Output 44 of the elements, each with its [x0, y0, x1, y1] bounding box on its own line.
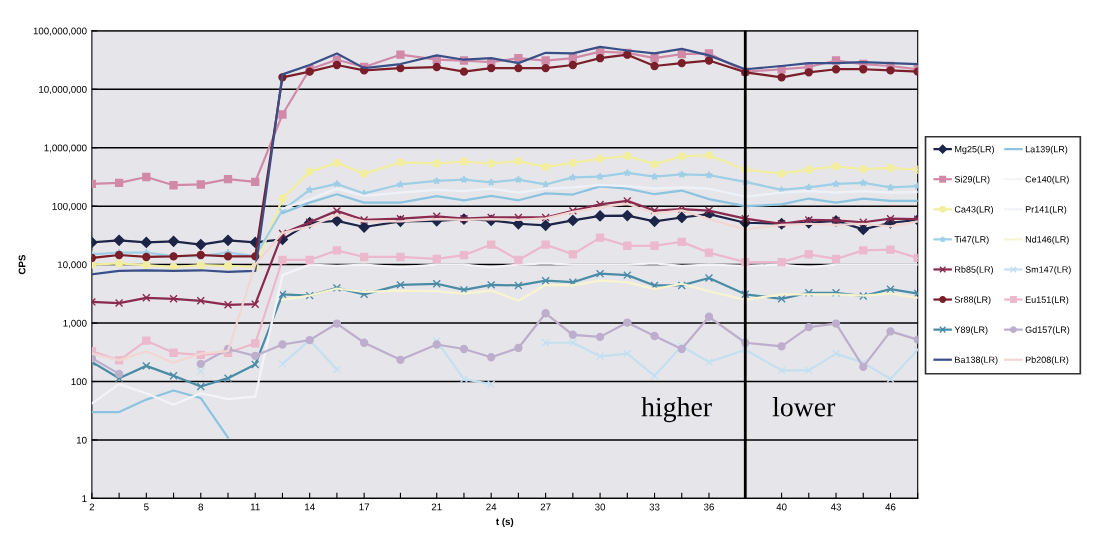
y-tick-label: 100 [71, 378, 87, 386]
x-tick-label: 17 [359, 503, 370, 511]
legend-label: Mg25(LR) [955, 145, 994, 155]
y-tick-label: 100,000,000 [33, 27, 87, 36]
x-axis-title: t (s) [496, 517, 514, 527]
x-tick-label: 5 [144, 503, 149, 511]
x-tick-label: 33 [649, 503, 660, 511]
x-tick-label: 14 [305, 503, 315, 511]
x-tick-label: 11 [250, 503, 260, 511]
legend-label: Ce140(LR) [1025, 175, 1069, 185]
legend-label: Rb85(LR) [955, 266, 993, 275]
legend-label: Sm147(LR) [1025, 266, 1071, 275]
x-tick-label: 27 [540, 503, 551, 511]
y-tick-label: 10,000,000 [39, 85, 87, 95]
x-tick-label: 24 [486, 503, 497, 511]
x-tick-label: 2 [89, 503, 95, 511]
x-tick-label: 36 [703, 503, 714, 511]
y-tick-label: 1,000,000 [44, 144, 87, 153]
legend-label: Y89(LR) [954, 326, 988, 335]
x-tick-label: 30 [595, 503, 606, 511]
y-tick-label: 100,000 [52, 202, 87, 211]
x-tick-label: 8 [198, 503, 204, 511]
y-tick-label: 1 [82, 495, 87, 502]
legend-label: Si29(LR) [954, 175, 990, 185]
legend-label: Ti47(LR) [954, 236, 989, 245]
y-axis-title: CPS [18, 254, 26, 275]
legend-label: Pb208(LR) [1025, 356, 1069, 365]
legend-label: Gd157(LR) [1025, 326, 1070, 335]
y-tick-label: 10 [76, 436, 87, 444]
y-tick-label: 10,000 [58, 261, 87, 270]
legend-label: Ca43(LR) [954, 205, 993, 215]
y-tick-label: 1,000 [63, 319, 87, 328]
x-tick-label: 43 [830, 503, 842, 511]
x-tick-label: 40 [776, 503, 787, 511]
legend-label: Sr88(LR) [954, 296, 991, 305]
x-tick-label: 46 [885, 503, 896, 511]
legend-label: Nd146(LR) [1025, 236, 1069, 245]
legend-label: Ba138(LR) [955, 356, 998, 365]
annotation: higher [641, 396, 712, 423]
annotation: lower [772, 396, 836, 417]
x-tick-label: 21 [431, 503, 442, 511]
legend-label: Pr141(LR) [1025, 205, 1067, 215]
legend-label: La139(LR) [1025, 145, 1068, 155]
legend-label: Eu151(LR) [1025, 296, 1069, 305]
